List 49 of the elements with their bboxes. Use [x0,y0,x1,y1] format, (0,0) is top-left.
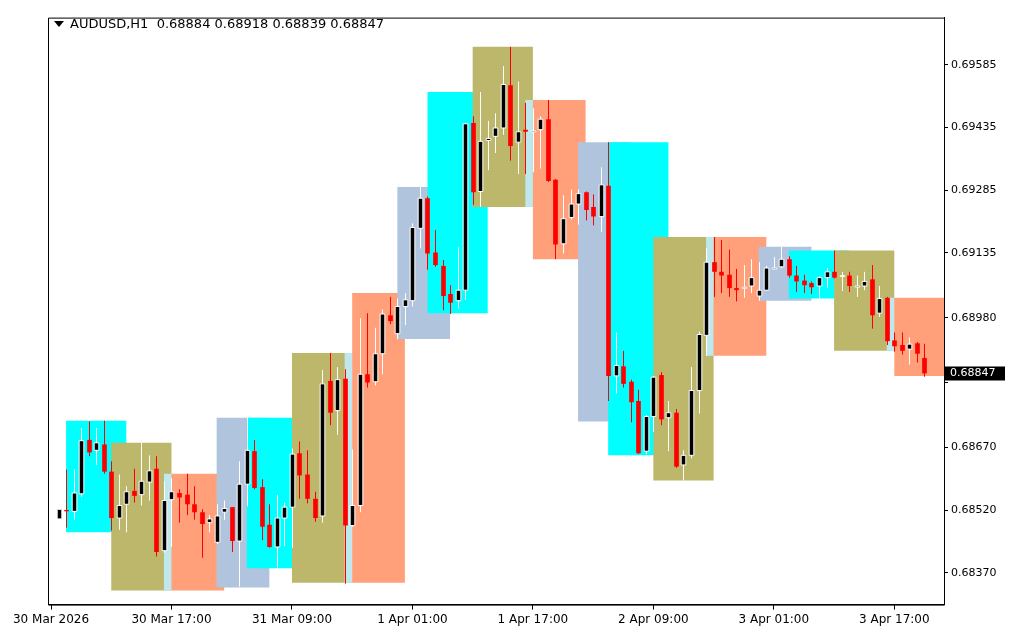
candlestick [719,239,724,294]
candlestick [297,441,302,500]
candlestick [734,268,739,302]
candlestick [847,271,852,293]
candlestick [132,468,137,504]
candlestick [523,102,528,175]
candlestick [87,420,92,457]
candlestick [200,508,205,559]
x-tick-label: 3 Apr 17:00 [859,611,930,626]
candlestick [629,379,634,423]
candlestick [433,229,438,268]
candlestick [591,193,596,226]
candlestick [794,265,799,293]
candlestick [185,473,190,516]
candlestick [787,255,792,279]
candlestick [832,249,837,279]
candlestick [892,331,897,353]
candlestick [915,341,920,364]
candlestick [621,350,626,389]
candlestick [922,343,927,378]
y-tick-label: 0.69585 [951,57,997,71]
candlestick [727,249,732,298]
y-tick-label: 0.69135 [951,245,997,259]
candlestick [712,236,717,298]
text: 0.68847 [950,366,996,380]
y-tick-label: 0.68520 [951,502,997,516]
x-tick-label: 30 Mar 2026 [12,611,90,626]
y-tick-label: 0.68980 [951,310,997,324]
y-tick-label: 0.69435 [951,120,997,134]
candlestick [365,312,370,389]
x-tick-label: 30 Mar 17:00 [131,611,212,626]
x-tick-label: 1 Apr 17:00 [497,611,569,626]
chart-title: AUDUSD,H1 0.68884 0.68918 0.68839 0.68847 [70,16,385,31]
candlestick [267,503,272,549]
candlestick [177,488,182,524]
x-tick-label: 31 Mar 09:00 [251,611,333,626]
candlestick [313,491,318,523]
x-tick-label: 3 Apr 01:00 [738,611,810,626]
y-tick-label: 0.68370 [951,565,997,579]
candlestick [192,485,197,521]
y-tick-label: 0.69285 [951,183,997,197]
candlestick [584,191,589,221]
candlestick [388,296,393,325]
y-tick-label: 0.68670 [951,440,997,454]
candlestick [900,331,905,356]
candlestick [448,284,453,315]
candlestick [802,274,807,294]
x-tick-label: 2 Apr 09:00 [618,611,689,626]
x-tick-label: 1 Apr 01:00 [377,611,448,626]
